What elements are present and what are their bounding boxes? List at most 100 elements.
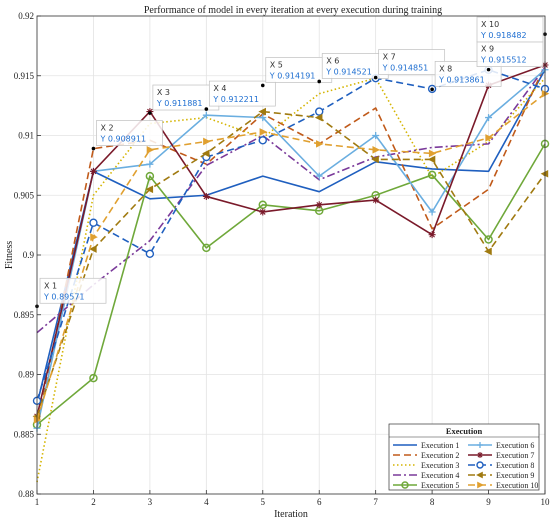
open-circle-marker <box>145 249 155 259</box>
right-triangle-marker <box>259 128 268 136</box>
left-triangle-marker <box>371 155 379 164</box>
datatip-y-label: Y 0.908911 <box>99 135 146 144</box>
plus-marker <box>259 114 267 122</box>
datatip-point <box>317 79 322 84</box>
legend-label: Execution 2 <box>421 451 459 460</box>
right-triangle-marker <box>316 140 324 148</box>
series-line <box>36 110 546 417</box>
open-circle-marker <box>476 461 484 469</box>
datatip-x-label: X 2 <box>100 124 113 133</box>
legend-label: Execution 6 <box>496 441 534 450</box>
star-marker <box>428 231 436 239</box>
datatip-4: X 4 Y 0.912211 <box>204 80 276 111</box>
y-tick-label: 0.88 <box>18 489 34 499</box>
legend-label: Execution 7 <box>496 451 534 460</box>
left-triangle-marker <box>145 185 154 194</box>
legend-label: Execution 1 <box>421 441 459 450</box>
y-tick-label: 0.9 <box>23 250 35 260</box>
x-tick-label: 4 <box>204 497 209 507</box>
y-tick-label: 0.915 <box>14 71 35 81</box>
datatip-y-label: Y 0.911881 <box>156 99 203 108</box>
x-tick-label: 9 <box>486 497 491 507</box>
datatip-point <box>430 87 434 92</box>
datatip-box <box>321 53 389 79</box>
datatip-box <box>39 277 107 304</box>
series-line <box>36 77 546 483</box>
chart-title: Performance of model in every iteration … <box>144 5 442 16</box>
legend-item-7: Execution 7 <box>468 451 534 460</box>
right-triangle-marker <box>428 149 437 158</box>
legend-label: Execution 4 <box>421 471 459 480</box>
datatip-point <box>91 146 96 151</box>
legend-title: Execution <box>446 426 483 436</box>
datatip-x-label: X 4 <box>213 84 226 93</box>
legend-label: Execution 9 <box>496 471 534 480</box>
datatip-2: X 2 Y 0.908911 <box>91 120 163 151</box>
datatip-x-label: X 5 <box>270 60 283 69</box>
datatip-9: X 9 Y 0.915512 <box>476 41 544 72</box>
legend-item-5: Execution 5 <box>393 481 459 490</box>
left-triangle-marker <box>484 247 492 256</box>
y-axis-ticks: 0.88 0.885 0.89 0.895 0.9 0.905 0.91 0.915 0.92 <box>14 11 41 499</box>
legend-box <box>388 423 540 491</box>
datatip-y-label: Y 0.89571 <box>43 292 85 301</box>
right-triangle-marker <box>90 233 98 241</box>
datatip-point <box>373 75 378 80</box>
y-tick-label: 0.91 <box>18 131 34 141</box>
open-circle-marker <box>258 136 267 145</box>
y-tick-label: 0.895 <box>14 310 35 320</box>
legend-label: Execution 10 <box>496 481 538 490</box>
left-triangle-marker <box>89 245 97 253</box>
datatip-5: X 5 Y 0.914191 <box>260 57 333 88</box>
plus-marker <box>428 208 436 216</box>
left-triangle-marker <box>201 149 210 158</box>
datatip-y-label: Y 0.914191 <box>269 71 316 80</box>
datatip-y-label: Y 0.914851 <box>382 64 429 73</box>
circle-marker <box>145 171 155 181</box>
series-line <box>36 66 546 334</box>
circle-marker <box>202 243 211 253</box>
left-triangle-marker <box>476 471 483 479</box>
open-circle-marker <box>315 107 324 116</box>
datatip-x-label: X 6 <box>326 56 339 65</box>
series-line <box>36 93 546 421</box>
x-tick-label: 1 <box>35 497 40 507</box>
legend-label: Execution 3 <box>421 461 459 470</box>
y-axis-label: Fitness <box>4 241 15 269</box>
datatip-x-label: X 8 <box>439 64 452 73</box>
x-tick-label: 10 <box>541 497 550 507</box>
y-tick-label: 0.92 <box>18 11 34 21</box>
star-marker <box>259 208 267 216</box>
series-4 <box>36 66 546 334</box>
series-line <box>36 69 546 429</box>
plus-marker <box>202 111 210 119</box>
circle-marker <box>484 235 493 244</box>
plus-marker <box>477 442 483 448</box>
circle-marker <box>401 481 409 489</box>
datatip-point <box>204 107 209 111</box>
legend-item-2: Execution 2 <box>393 451 459 460</box>
series-3 <box>36 77 546 483</box>
datatip-6: X 6 Y 0.914521 <box>317 53 389 84</box>
circle-marker <box>258 200 268 210</box>
datatip-1: X 1 Y 0.89571 <box>35 277 107 309</box>
datatip-7: X 7 Y 0.914851 <box>373 49 446 80</box>
y-tick-label: 0.89 <box>18 370 34 380</box>
legend-item-4: Execution 4 <box>393 471 459 480</box>
star-marker <box>89 167 97 175</box>
x-tick-label: 8 <box>430 497 435 507</box>
datatip-y-label: Y 0.915512 <box>480 56 527 65</box>
legend-label: Execution 5 <box>421 481 459 490</box>
circle-marker <box>427 170 437 180</box>
star-marker <box>202 192 210 200</box>
legend-item-10: Execution 10 <box>468 481 538 490</box>
datatip-x-label: X 9 <box>481 45 494 54</box>
left-triangle-marker <box>258 107 266 116</box>
datatip-x-label: X 1 <box>44 281 57 290</box>
open-circle-marker <box>89 218 98 227</box>
star-marker <box>315 201 323 209</box>
datatip-box <box>476 16 544 43</box>
datatip-x-label: X 3 <box>157 88 170 97</box>
